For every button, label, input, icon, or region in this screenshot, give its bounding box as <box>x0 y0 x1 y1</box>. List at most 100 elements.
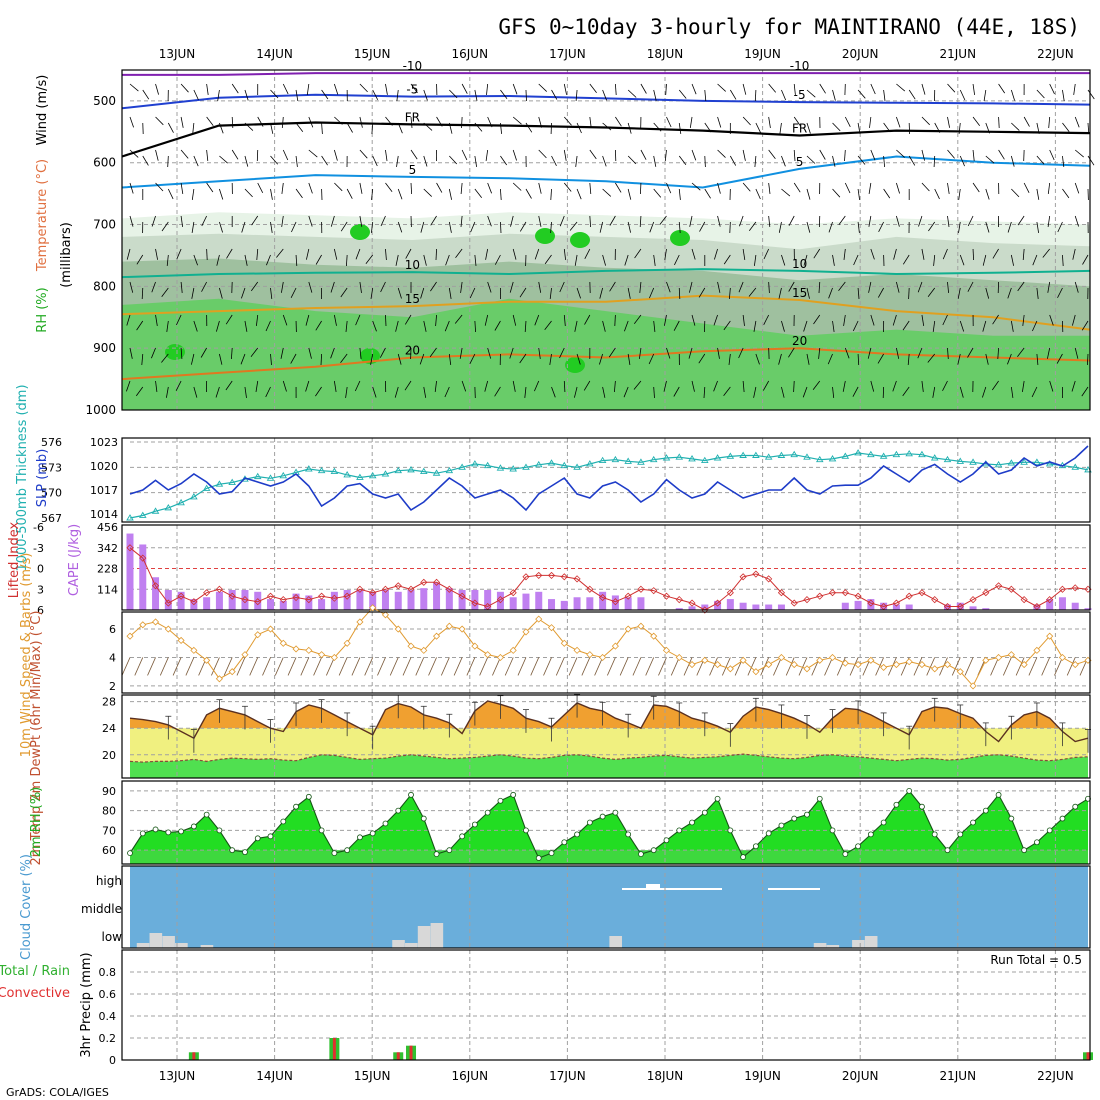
wind-barb <box>500 89 508 100</box>
thickness-point <box>969 458 977 465</box>
wind-barb <box>1074 182 1080 194</box>
cape-bar <box>675 608 683 610</box>
wind-barb <box>589 215 591 228</box>
wind-barb <box>385 83 388 95</box>
surface-barb <box>479 657 489 676</box>
wind-barb <box>768 182 771 194</box>
cape-bar <box>445 588 453 610</box>
wind-barb <box>290 287 297 298</box>
wind-barb <box>1049 380 1054 392</box>
wind-barb <box>689 281 693 293</box>
wind-barb <box>201 215 207 227</box>
isotherm-label: FR <box>405 110 420 124</box>
wind-barb <box>485 149 489 161</box>
wind-barb <box>435 314 437 327</box>
rh-point <box>970 819 976 826</box>
wind-barb <box>574 320 578 332</box>
wind-barb <box>512 83 518 95</box>
wind-barb <box>827 353 833 365</box>
wind-barb <box>255 380 259 392</box>
panel-upper-air: -10 -10 -5 -5 FR FR 5 5 10 10 15 15 20 20 500 600 700 800… <box>35 59 1095 417</box>
thickness-point <box>867 450 875 458</box>
wind-barb <box>754 254 757 266</box>
li-point <box>1071 584 1079 592</box>
wind-barb <box>921 83 926 95</box>
axis-label: 2m Temp 2m DewPt (6hr Min/Max) (°C) <box>29 611 44 866</box>
rh-point <box>1046 827 1053 834</box>
wind-barb <box>372 320 377 332</box>
wind-barb <box>295 122 304 132</box>
wind-barb <box>321 89 329 100</box>
rh-point <box>395 807 402 814</box>
wind-barb <box>868 182 872 194</box>
wind-barb <box>739 215 744 227</box>
wind-barb <box>713 380 718 392</box>
surface-barb <box>121 657 131 676</box>
thickness-point <box>828 455 837 462</box>
surface-barb <box>223 657 233 676</box>
wind-barb <box>781 188 791 197</box>
isotherm-label: FR <box>792 122 807 136</box>
li-point <box>650 587 658 595</box>
wind-barb <box>509 281 514 293</box>
rh-point <box>305 793 312 800</box>
wind-barb <box>404 314 412 325</box>
date-tick-bottom: 20JUN <box>842 1069 879 1083</box>
wind-barb <box>151 347 156 359</box>
wind-barb <box>1036 89 1045 99</box>
wind-barb <box>793 116 801 127</box>
y-tick-label: 700 <box>93 218 116 232</box>
wind-barb <box>698 353 706 364</box>
low-cloud-bar <box>162 936 175 948</box>
date-tick-bottom: 17JUN <box>549 1069 586 1083</box>
wind-barb <box>359 182 363 194</box>
wind-barb <box>717 281 721 293</box>
cape-bar <box>228 589 236 610</box>
axis-label: Wind (m/s) <box>35 75 50 146</box>
thickness-point <box>649 455 658 463</box>
wind-barb <box>908 287 910 300</box>
surface-barb <box>1054 657 1063 676</box>
li-point <box>330 594 338 602</box>
li-point <box>343 592 351 600</box>
date-tick-bottom: 14JUN <box>256 1069 293 1083</box>
wind-barb <box>1010 386 1014 398</box>
wind-barb <box>423 155 428 167</box>
wind-barb <box>934 188 940 200</box>
cloud-level-label: low <box>102 930 123 944</box>
wind-barb <box>907 353 910 366</box>
li-point <box>905 592 913 600</box>
wind-barb <box>460 182 463 195</box>
cape-bar <box>126 533 134 610</box>
rh-patch <box>350 224 370 240</box>
wind-speed-point <box>956 668 964 676</box>
wind-speed-point <box>662 646 671 654</box>
wind-barb <box>215 386 220 398</box>
wind-barb <box>549 287 552 299</box>
wind-barb <box>500 188 502 201</box>
wind-speed-point <box>790 661 798 669</box>
wind-barb <box>942 314 948 326</box>
wind-barb <box>308 281 313 293</box>
wind-barb <box>802 386 808 398</box>
wind-barb <box>385 314 387 327</box>
wind-barb <box>1087 122 1090 135</box>
wind-barb <box>295 155 298 167</box>
wind-barb <box>404 380 412 391</box>
axis-label: 1000-500mb Thickness (dm) <box>15 384 30 571</box>
cape-bar <box>1058 597 1066 610</box>
wind-barb <box>742 380 745 393</box>
surface-barb <box>377 657 386 676</box>
panel-frame <box>121 694 1091 779</box>
li-point <box>637 585 645 593</box>
rh-point <box>689 819 695 826</box>
surface-barb <box>926 657 936 676</box>
wind-barb <box>167 155 169 168</box>
wind-barb <box>1072 314 1076 326</box>
wind-barb <box>997 347 999 360</box>
wind-barb <box>982 320 987 332</box>
y-tick-label: 900 <box>93 341 116 355</box>
li-point <box>688 599 696 607</box>
rh-point <box>880 819 887 826</box>
cape-bar <box>343 589 351 610</box>
